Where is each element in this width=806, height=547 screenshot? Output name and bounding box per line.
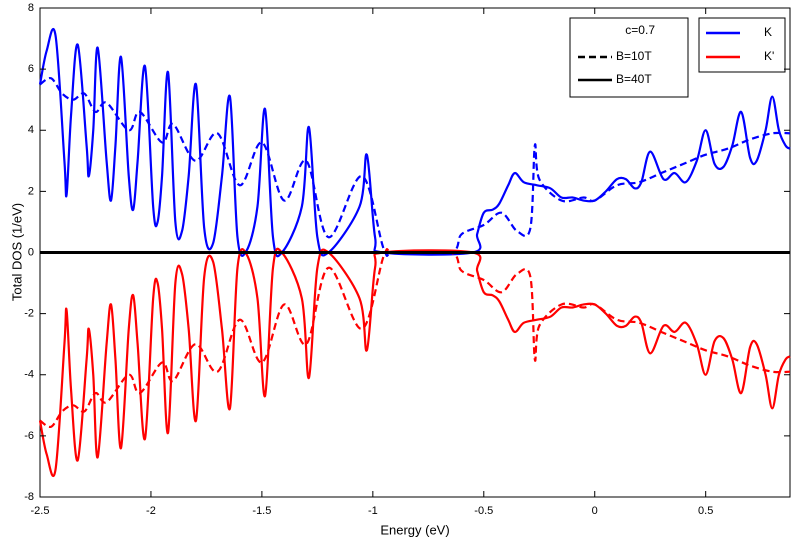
x-tick-label: -2	[146, 505, 156, 517]
legend-label: B=10T	[616, 49, 652, 63]
x-tick-label: -2.5	[31, 505, 50, 517]
x-tick-label: -1.5	[252, 505, 271, 517]
y-tick-label: 8	[28, 2, 34, 14]
x-tick-label: -1	[368, 505, 378, 517]
curves	[38, 27, 791, 478]
legend-label: K	[764, 25, 772, 39]
y-tick-label: 6	[28, 63, 34, 75]
y-tick-label: -8	[24, 491, 34, 503]
series-line	[38, 247, 791, 478]
series-line	[39, 76, 791, 257]
y-axis-label: Total DOS (1/eV)	[9, 203, 24, 301]
y-tick-label: -4	[24, 369, 34, 381]
x-axis-label: Energy (eV)	[380, 522, 449, 537]
y-tick-label: 2	[28, 185, 34, 197]
x-tick-label: 0.5	[698, 505, 713, 517]
series-line	[39, 248, 791, 429]
legend-label: B=40T	[616, 72, 652, 86]
legend-title: c=0.7	[625, 23, 655, 37]
series-line	[38, 27, 791, 258]
x-tick-label: -0.5	[474, 505, 493, 517]
y-tick-label: 4	[28, 124, 34, 136]
legends: c=0.7 B=10T B=40T K K'	[569, 17, 786, 98]
y-tick-label: 0	[28, 246, 34, 258]
x-tick-label: 0	[592, 505, 598, 517]
legend-label: K'	[764, 49, 774, 63]
y-tick-label: -2	[24, 308, 34, 320]
color-legend-box	[698, 17, 786, 73]
y-tick-label: -6	[24, 430, 34, 442]
